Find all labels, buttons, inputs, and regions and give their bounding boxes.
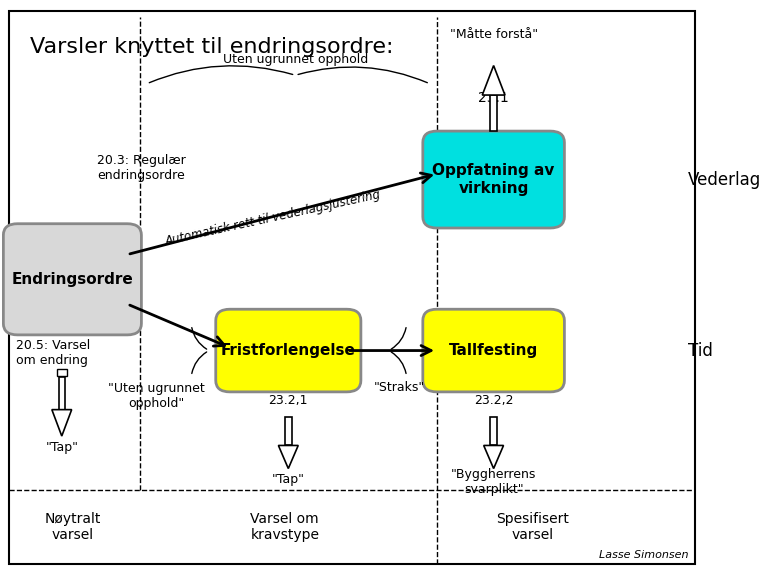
- Text: 23.2,2: 23.2,2: [474, 394, 513, 406]
- Text: Oppfatning av
virkning: Oppfatning av virkning: [432, 164, 555, 196]
- Polygon shape: [278, 446, 298, 469]
- Text: Lasse Simonsen: Lasse Simonsen: [599, 549, 688, 560]
- Text: "Straks": "Straks": [374, 381, 425, 394]
- Bar: [59, 377, 65, 410]
- FancyBboxPatch shape: [423, 309, 565, 392]
- FancyBboxPatch shape: [423, 131, 565, 228]
- Text: "Byggherrens
svarplikt": "Byggherrens svarplikt": [451, 467, 536, 496]
- Text: Spesifisert
varsel: Spesifisert varsel: [496, 512, 569, 542]
- FancyBboxPatch shape: [216, 309, 361, 392]
- Text: Varsel om
kravstype: Varsel om kravstype: [250, 512, 319, 542]
- Text: Nøytralt
varsel: Nøytralt varsel: [44, 512, 100, 542]
- Bar: [285, 417, 291, 446]
- Text: "Måtte forstå": "Måtte forstå": [450, 28, 538, 40]
- Bar: [57, 369, 67, 376]
- Text: Tid: Tid: [688, 341, 713, 360]
- Text: Endringsordre: Endringsordre: [11, 272, 133, 287]
- Text: "Uten ugrunnet
opphold": "Uten ugrunnet opphold": [108, 382, 204, 410]
- Polygon shape: [483, 446, 503, 469]
- Text: 23.2,1: 23.2,1: [269, 394, 308, 406]
- Polygon shape: [482, 66, 505, 95]
- Text: 20.3: Regulær
endringsordre: 20.3: Regulær endringsordre: [97, 154, 186, 182]
- Text: Tallfesting: Tallfesting: [449, 343, 539, 358]
- Text: Automatisk rett til vederlagsjustering: Automatisk rett til vederlagsjustering: [164, 188, 382, 247]
- FancyBboxPatch shape: [3, 224, 142, 335]
- Text: Fristforlengelse: Fristforlengelse: [221, 343, 356, 358]
- Polygon shape: [52, 410, 72, 436]
- FancyBboxPatch shape: [8, 11, 695, 564]
- Bar: [490, 417, 496, 446]
- Text: 23.1: 23.1: [478, 91, 509, 105]
- Bar: [490, 95, 497, 131]
- Text: "Tap": "Tap": [45, 441, 78, 454]
- Text: Varsler knyttet til endringsordre:: Varsler knyttet til endringsordre:: [30, 37, 393, 57]
- Text: 20.5: Varsel
om endring: 20.5: Varsel om endring: [16, 339, 90, 368]
- Text: Vederlag: Vederlag: [688, 170, 761, 189]
- Text: "Tap": "Tap": [272, 474, 304, 486]
- Text: Uten ugrunnet opphold: Uten ugrunnet opphold: [223, 54, 368, 66]
